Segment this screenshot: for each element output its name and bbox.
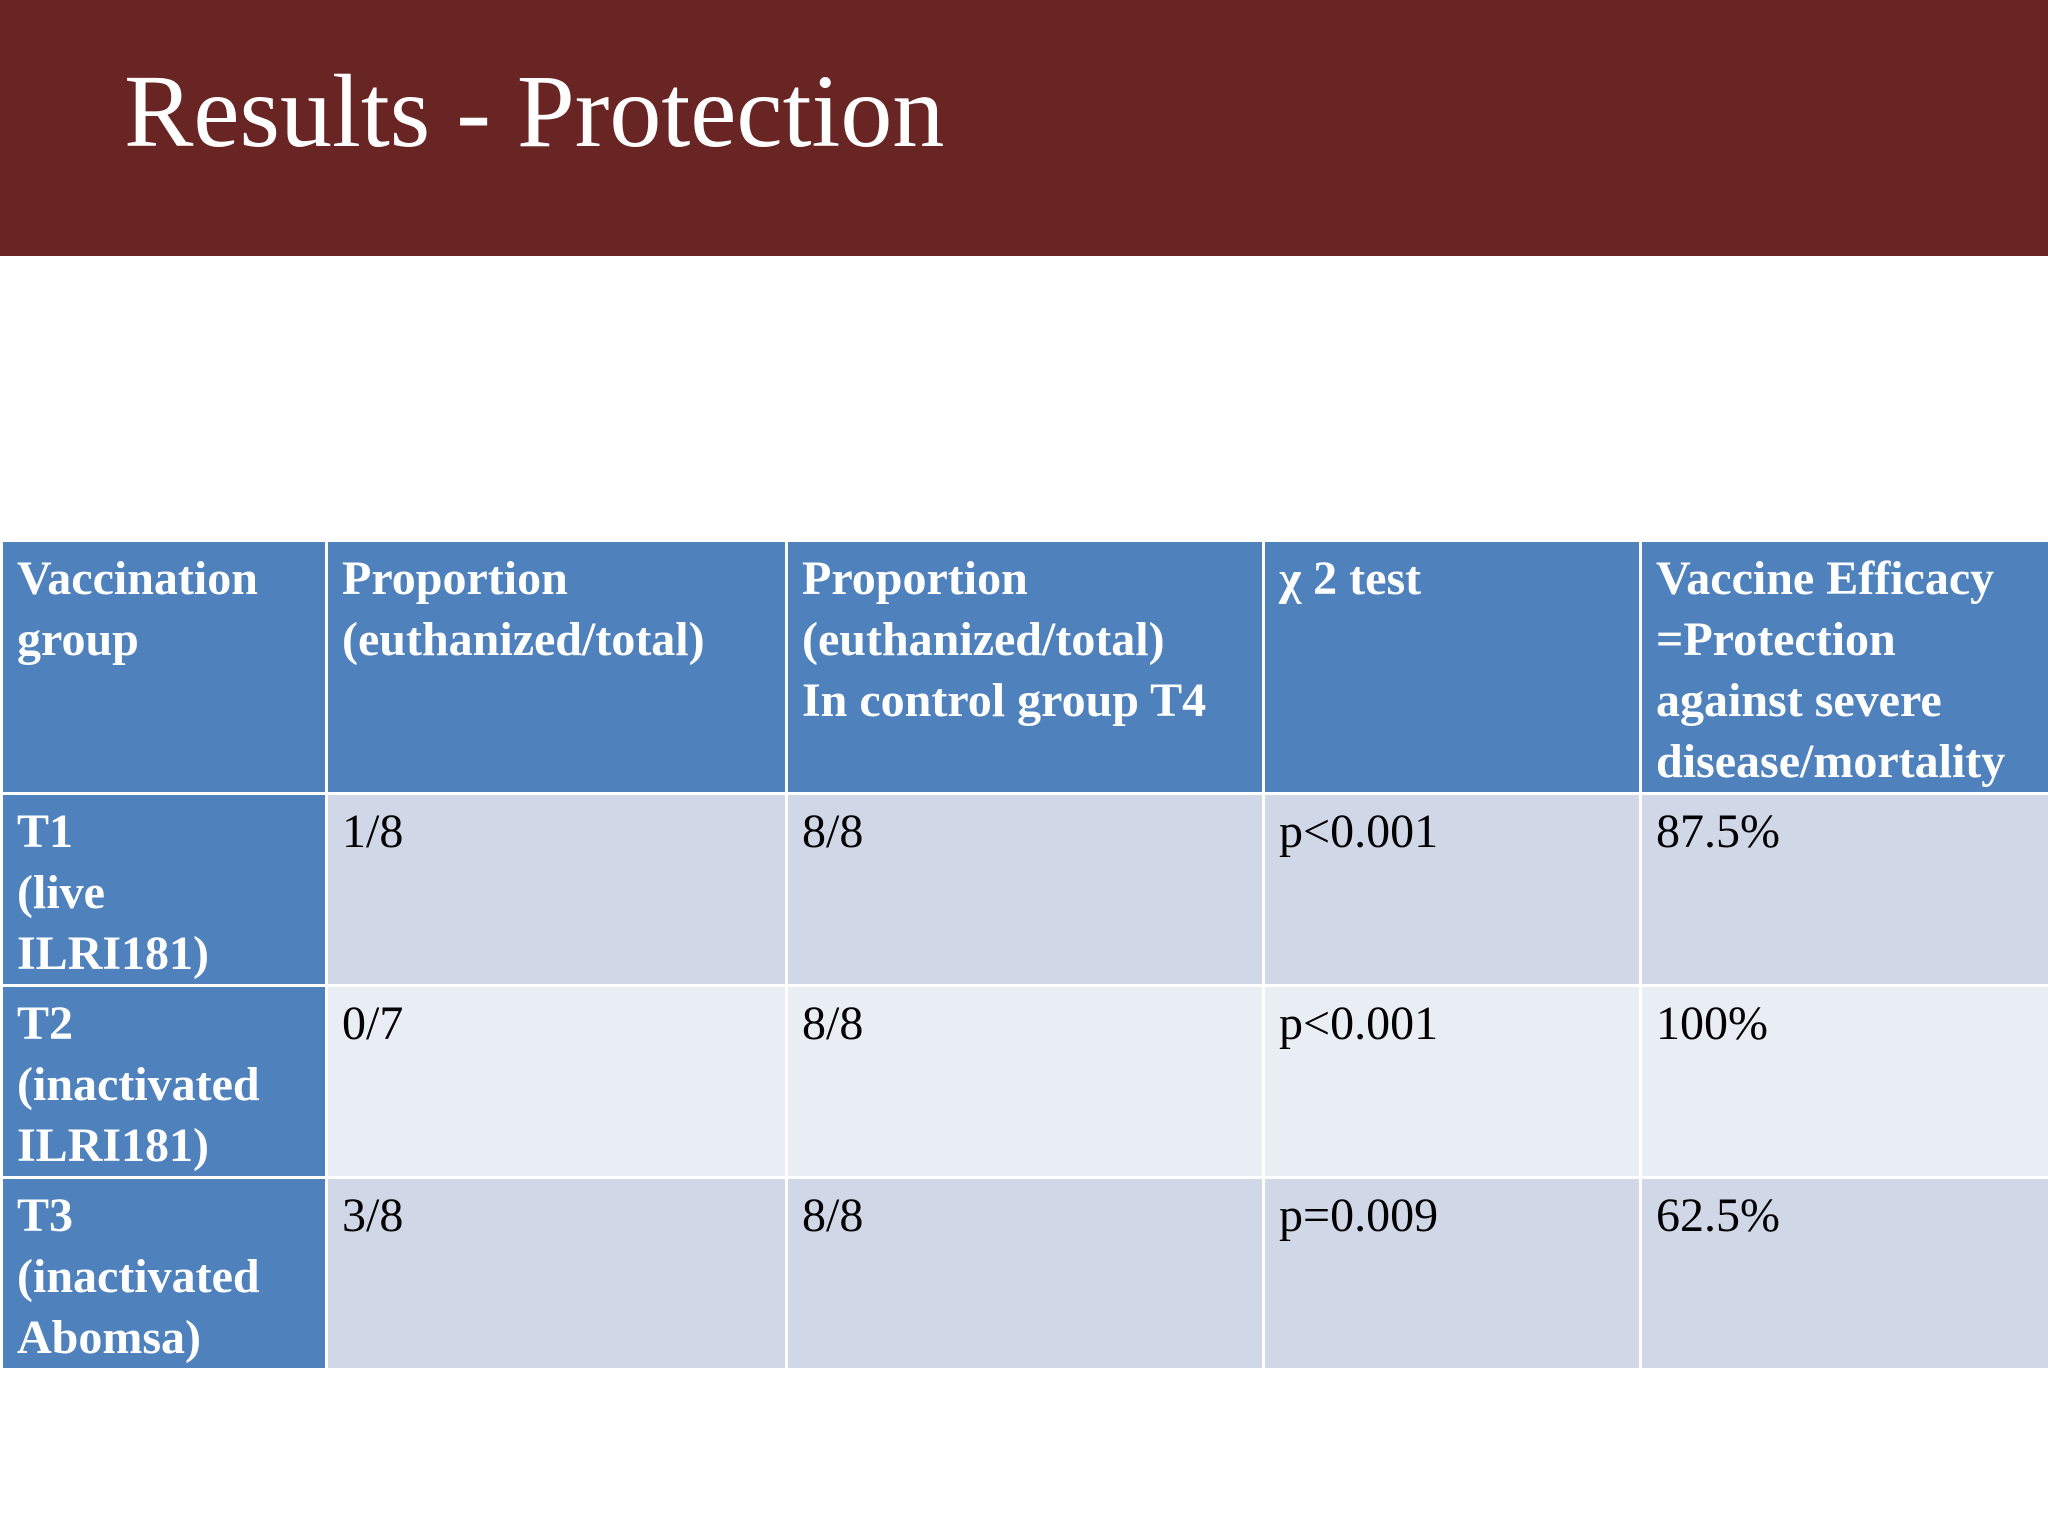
results-table: Vaccination group Proportion (euthanized… — [0, 539, 2048, 1371]
chi2-cell: p<0.001 — [1262, 984, 1642, 1179]
header-vaccination-group: Vaccination group — [0, 539, 328, 795]
header-chi2-test: χ 2 test — [1262, 539, 1642, 795]
table-header-row: Vaccination group Proportion (euthanized… — [0, 539, 2048, 795]
control-proportion-cell: 8/8 — [785, 984, 1265, 1179]
efficacy-cell: 100% — [1639, 984, 2048, 1179]
proportion-cell: 0/7 — [325, 984, 788, 1179]
header-control-proportion: Proportion (euthanized/total) In control… — [785, 539, 1265, 795]
efficacy-cell: 62.5% — [1639, 1176, 2048, 1371]
results-table-container: Vaccination group Proportion (euthanized… — [0, 539, 2048, 1371]
control-proportion-cell: 8/8 — [785, 1176, 1265, 1371]
proportion-cell: 1/8 — [325, 792, 788, 987]
table-row: T2 (inactivated ILRI181) 0/7 8/8 p<0.001… — [0, 984, 2048, 1179]
title-bar: Results - Protection — [0, 0, 2048, 256]
efficacy-cell: 87.5% — [1639, 792, 2048, 987]
chi2-cell: p<0.001 — [1262, 792, 1642, 987]
row-group-cell: T1 (live ILRI181) — [0, 792, 328, 987]
table-row: T3 (inactivated Abomsa) 3/8 8/8 p=0.009 … — [0, 1176, 2048, 1371]
control-proportion-cell: 8/8 — [785, 792, 1265, 987]
row-group-cell: T3 (inactivated Abomsa) — [0, 1176, 328, 1371]
header-vaccine-efficacy: Vaccine Efficacy =Protection against sev… — [1639, 539, 2048, 795]
proportion-cell: 3/8 — [325, 1176, 788, 1371]
row-group-cell: T2 (inactivated ILRI181) — [0, 984, 328, 1179]
table-row: T1 (live ILRI181) 1/8 8/8 p<0.001 87.5% — [0, 792, 2048, 987]
slide-title: Results - Protection — [124, 54, 945, 169]
chi2-cell: p=0.009 — [1262, 1176, 1642, 1371]
header-proportion: Proportion (euthanized/total) — [325, 539, 788, 795]
